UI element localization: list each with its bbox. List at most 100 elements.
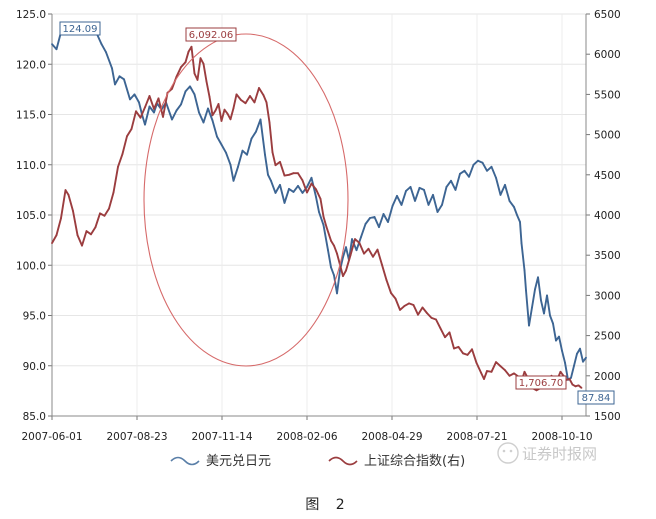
series-shanghai-index-point (363, 252, 365, 255)
series-usdjpy-point (552, 322, 554, 325)
series-usdjpy-point (333, 274, 335, 277)
series-shanghai-index-point (345, 269, 347, 272)
series-shanghai-index-point (342, 275, 344, 277)
left-axis-tick-label: 100.0 (16, 260, 46, 272)
series-usdjpy-point (373, 216, 376, 218)
series-usdjpy-point (207, 107, 209, 110)
series-usdjpy-point (531, 306, 533, 309)
series-shanghai-index-point (372, 255, 374, 258)
series-usdjpy-point (436, 211, 439, 213)
series-usdjpy-point (546, 294, 548, 297)
series-usdjpy-point (405, 190, 407, 192)
series-shanghai-index-point (490, 370, 493, 373)
series-usdjpy-point (519, 221, 521, 223)
value-label-box (515, 375, 567, 390)
series-usdjpy-point (472, 163, 475, 166)
left-axis-tick-label: 90.0 (23, 361, 46, 373)
series-usdjpy-point (427, 204, 430, 206)
series-shanghai-index-point (180, 66, 182, 68)
series-usdjpy-point (445, 186, 448, 188)
series-shanghai-index-point (408, 302, 410, 305)
series-usdjpy-point (180, 103, 182, 106)
left-axis-tick-label: 85.0 (23, 411, 46, 423)
series-shanghai-index-point (376, 248, 379, 251)
series-shanghai-index-point (508, 374, 511, 377)
series-shanghai-index-point (381, 263, 383, 266)
legend-label-usdjpy: 美元兑日元 (206, 454, 271, 469)
series-usdjpy-point (364, 223, 367, 225)
series-shanghai-index-point (279, 161, 281, 163)
series-usdjpy-point (297, 185, 299, 187)
series-usdjpy-point (528, 324, 530, 327)
series-usdjpy-point (267, 173, 269, 176)
right-axis-tick-label: 6500 (594, 9, 621, 21)
series-shanghai-index-point (333, 244, 335, 247)
right-axis-tick-label: 2000 (594, 371, 621, 383)
series-shanghai-index-point (139, 116, 142, 119)
value-label-box (577, 390, 615, 405)
series-usdjpy-point (184, 90, 187, 93)
series-shanghai-index-point (297, 172, 299, 175)
series-shanghai-index-point (232, 107, 235, 109)
series-shanghai-index-point (504, 369, 506, 372)
series-shanghai-index-point (471, 348, 473, 351)
series-shanghai-index-point (171, 87, 173, 90)
series-shanghai-index-point (235, 93, 238, 96)
series-shanghai-index-point (457, 346, 460, 348)
series-shanghai-index-point (199, 57, 202, 60)
series-shanghai-index-point (223, 108, 226, 111)
series-usdjpy-point (499, 194, 502, 196)
right-axis-tick-label: 4000 (594, 210, 621, 222)
series-usdjpy-point (123, 78, 125, 81)
left-axis-tick-label: 125.0 (16, 9, 46, 21)
series-usdjpy-point (558, 335, 560, 338)
series-usdjpy-point (549, 314, 551, 317)
series-shanghai-index-point (444, 336, 446, 339)
series-shanghai-index-point (193, 72, 196, 75)
left-axis-tick-label: 110.0 (16, 160, 46, 172)
series-shanghai-index-point (108, 207, 110, 210)
series-usdjpy-point (345, 246, 347, 249)
legend-item-usdjpy[interactable]: 美元兑日元 (170, 454, 271, 469)
highlight-ellipse (143, 33, 349, 367)
x-axis-tick-label: 2007-06-01 (21, 431, 82, 443)
series-usdjpy-point (330, 266, 332, 269)
series-shanghai-index-point (217, 103, 220, 105)
series-shanghai-index-point (358, 242, 361, 245)
series-shanghai-index-point (336, 252, 338, 255)
series-usdjpy-point (216, 135, 218, 138)
series-shanghai-index-point (283, 174, 286, 177)
series-usdjpy-point (237, 165, 239, 168)
series-shanghai-index-point (240, 99, 242, 101)
right-axis-tick-label: 2500 (594, 331, 621, 343)
legend-item-shanghai-index[interactable]: 上证综合指数(右) (328, 454, 465, 469)
series-usdjpy-point (540, 299, 542, 302)
legend-swatch-usdjpy (170, 456, 200, 466)
series-shanghai-index-point (262, 94, 265, 97)
series-usdjpy-point (537, 276, 539, 279)
series-shanghai-index-point (271, 151, 274, 154)
series-usdjpy-point (105, 51, 107, 54)
series-shanghai-index-point (103, 214, 106, 217)
series-shanghai-index-point (580, 387, 583, 389)
axes: 125.0 120.0 115.0 110.0 105.0 100.0 95.0 90.0 85… (16, 9, 621, 443)
series-usdjpy-point (153, 111, 155, 114)
series-usdjpy-point (579, 347, 581, 350)
series-usdjpy-point (318, 211, 320, 213)
wechat-icon (497, 442, 519, 464)
series-shanghai-index-point (426, 312, 428, 314)
series-shanghai-index-point (349, 254, 352, 257)
series-shanghai-index-point (249, 95, 251, 97)
legend-label-shanghai-index: 上证综合指数(右) (364, 454, 465, 469)
series-usdjpy-point (288, 188, 290, 190)
series-usdjpy-point (504, 184, 506, 186)
series-shanghai-index-point (55, 234, 58, 237)
series-usdjpy-point (232, 179, 235, 182)
series-usdjpy-point (138, 101, 140, 104)
series-usdjpy-point (255, 130, 257, 133)
series-usdjpy-point (387, 221, 389, 223)
series-usdjpy-point (441, 204, 443, 206)
series-usdjpy-point (129, 98, 131, 101)
